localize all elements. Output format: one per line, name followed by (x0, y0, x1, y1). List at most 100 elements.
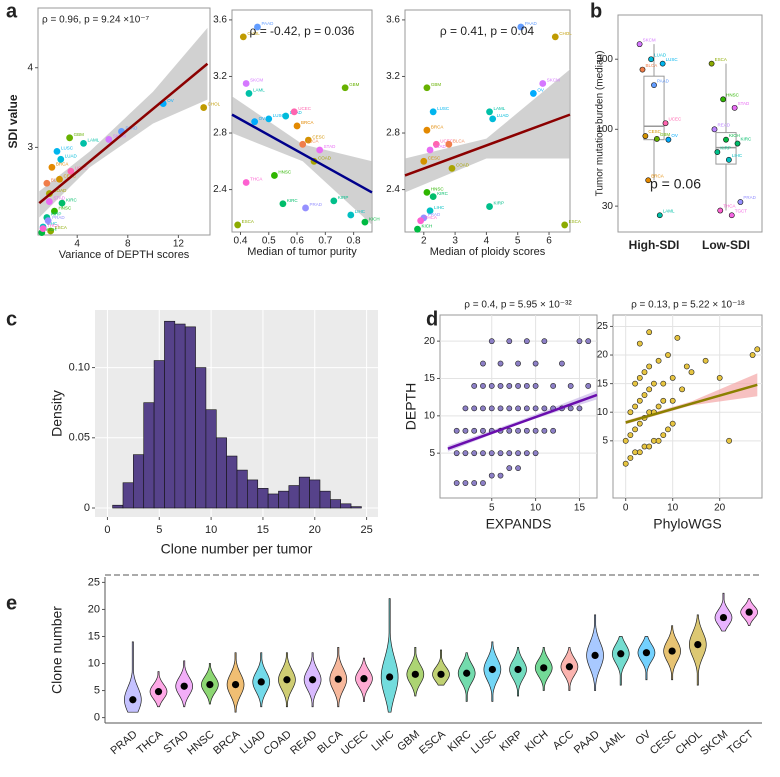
point-label: UCEC (669, 116, 683, 121)
median-point (437, 670, 445, 678)
point (423, 84, 431, 92)
y-tick-label: 3.2 (386, 71, 400, 82)
bar (133, 454, 145, 509)
bar (247, 479, 259, 509)
x-tick-label: 5 (156, 524, 162, 536)
point-label: PAAD (525, 21, 538, 26)
x-tick-label: HNSC (185, 728, 217, 757)
x-axis-label: Clone number per tumor (161, 541, 313, 557)
point (717, 207, 724, 214)
x-tick-label: 10 (530, 503, 542, 514)
panel-letter: d (426, 308, 438, 330)
y-tick-label: 25 (597, 321, 609, 332)
point (627, 432, 634, 438)
point-label: CESC (312, 134, 325, 139)
median-point (540, 664, 548, 672)
point-label: CHOL (559, 31, 572, 36)
point (429, 193, 437, 201)
point (429, 108, 437, 116)
point-label: PAAD (125, 126, 138, 131)
point-label: ESCA (715, 57, 727, 62)
y-tick-label: 15 (424, 373, 436, 384)
median-point (283, 676, 291, 684)
x-tick-label: COAD (262, 728, 294, 758)
point (550, 427, 557, 434)
y-tick-label: 25 (88, 576, 100, 588)
point-label: THCA (425, 215, 437, 220)
point (265, 115, 273, 123)
point (453, 480, 460, 486)
point (726, 437, 732, 444)
median-point (334, 675, 342, 683)
point (497, 360, 504, 367)
point (242, 80, 250, 87)
point (471, 450, 478, 457)
point (471, 383, 478, 389)
point-label: ESCA (569, 219, 581, 224)
x-tick-label: Low-SDI (702, 238, 750, 252)
point (653, 136, 660, 142)
point (585, 383, 592, 389)
point (45, 198, 53, 205)
point (646, 443, 653, 450)
x-tick-label: 0 (104, 524, 110, 536)
bar (319, 490, 331, 509)
point (665, 426, 671, 433)
point-label: BRCA (651, 173, 664, 178)
point-label: LAML (494, 106, 506, 111)
point-label: BRCA (301, 120, 314, 125)
point-label: BLCA (307, 139, 319, 144)
point-label: CESC (428, 155, 441, 160)
y-tick-label: 10 (88, 657, 100, 669)
point (486, 108, 493, 116)
point-label: KIRP (338, 195, 349, 200)
point (290, 108, 298, 116)
violin (380, 598, 399, 713)
point (242, 179, 250, 186)
x-tick-label: 5 (489, 503, 495, 514)
point (646, 329, 653, 336)
y-axis-label: Tumor mutation burden (median) (595, 51, 606, 197)
point-label: LAML (253, 88, 265, 93)
point (506, 383, 513, 389)
point-label: THCA (47, 223, 59, 228)
y-tick-label: 300 (596, 54, 613, 65)
point-label: LUAD (654, 52, 667, 57)
x-tick-label: 10 (667, 503, 679, 514)
point (271, 172, 278, 179)
plot-area (617, 14, 763, 233)
point (541, 338, 548, 345)
point (480, 383, 486, 389)
violin (611, 636, 630, 686)
point-label: SKCM (643, 37, 656, 42)
point-label: READ (717, 123, 730, 128)
point (523, 383, 530, 389)
point (423, 189, 431, 196)
x-axis-label: Variance of DEPTH scores (59, 249, 190, 261)
x-tick-label: 2 (421, 236, 427, 247)
point-label: BLCA (645, 63, 657, 68)
point (462, 450, 469, 457)
point-label: KIRP (494, 201, 505, 206)
point (576, 405, 583, 412)
median-point (745, 608, 753, 616)
y-tick-label: 5 (429, 448, 435, 459)
point (551, 33, 559, 41)
median-point (719, 613, 728, 622)
point (517, 23, 525, 31)
point-label: KIRC (66, 197, 78, 202)
point-label: KIRC (287, 198, 299, 203)
point (632, 426, 638, 433)
point (636, 375, 643, 381)
point (728, 212, 735, 219)
point (497, 383, 504, 389)
x-tick-label: High-SDI (629, 238, 680, 252)
point (720, 96, 727, 103)
median-point (154, 688, 163, 696)
point (462, 427, 469, 434)
point (632, 380, 638, 387)
point (316, 146, 324, 154)
panel-letter: e (6, 592, 17, 614)
point (200, 104, 208, 111)
point-label: STAD (434, 144, 446, 149)
